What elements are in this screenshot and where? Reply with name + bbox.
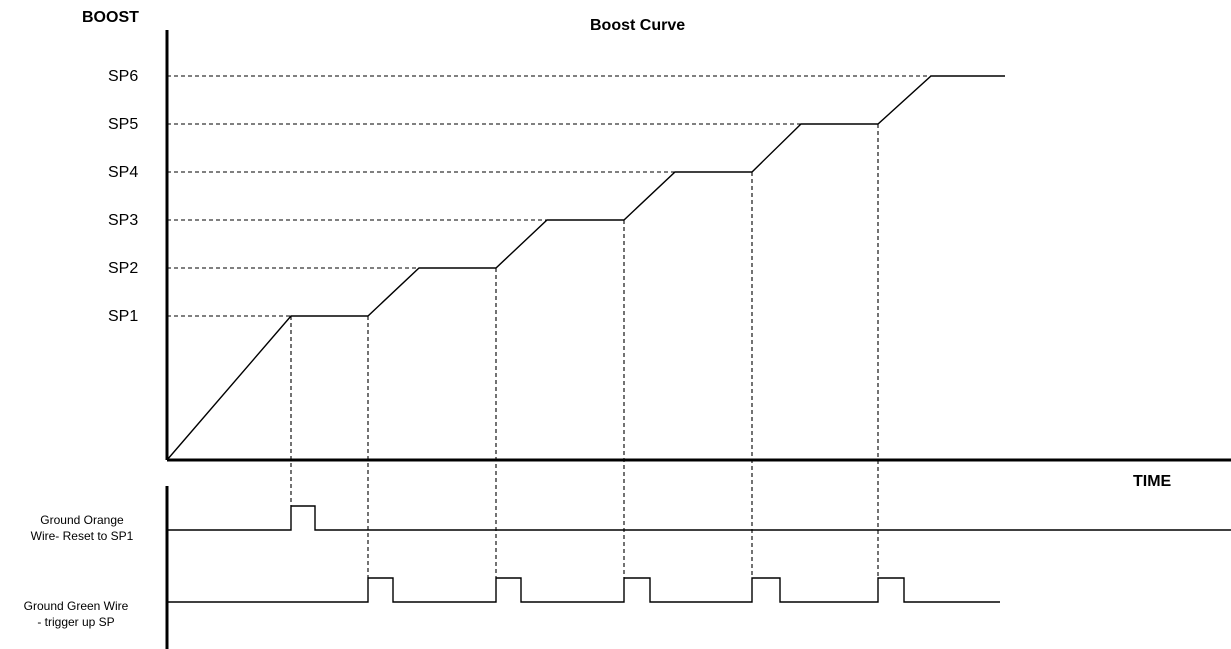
orange-wire-label-line2: Wire- Reset to SP1 (31, 529, 134, 543)
boost-curve-line (166, 75, 1005, 461)
setpoint-label-sp6: SP6 (108, 68, 138, 85)
green-wire-label-line1: Ground Green Wire (24, 599, 129, 613)
y-axis-label: BOOST (82, 9, 139, 26)
setpoint-label-sp5: SP5 (108, 116, 138, 133)
setpoint-guides (167, 75, 931, 317)
green-wire-label-line2: - trigger up SP (37, 615, 114, 629)
setpoint-label-sp3: SP3 (108, 212, 138, 229)
setpoint-label-sp4: SP4 (108, 164, 138, 181)
green-wire-signal (167, 577, 1000, 603)
orange-wire-label-line1: Ground Orange (40, 513, 124, 527)
orange-wire-signal (167, 505, 1231, 531)
setpoint-label-sp1: SP1 (108, 308, 138, 325)
diagram-title: Boost Curve (590, 17, 685, 34)
x-axis-label: TIME (1133, 473, 1172, 490)
event-guides (290, 124, 879, 578)
setpoint-label-sp2: SP2 (108, 260, 138, 277)
